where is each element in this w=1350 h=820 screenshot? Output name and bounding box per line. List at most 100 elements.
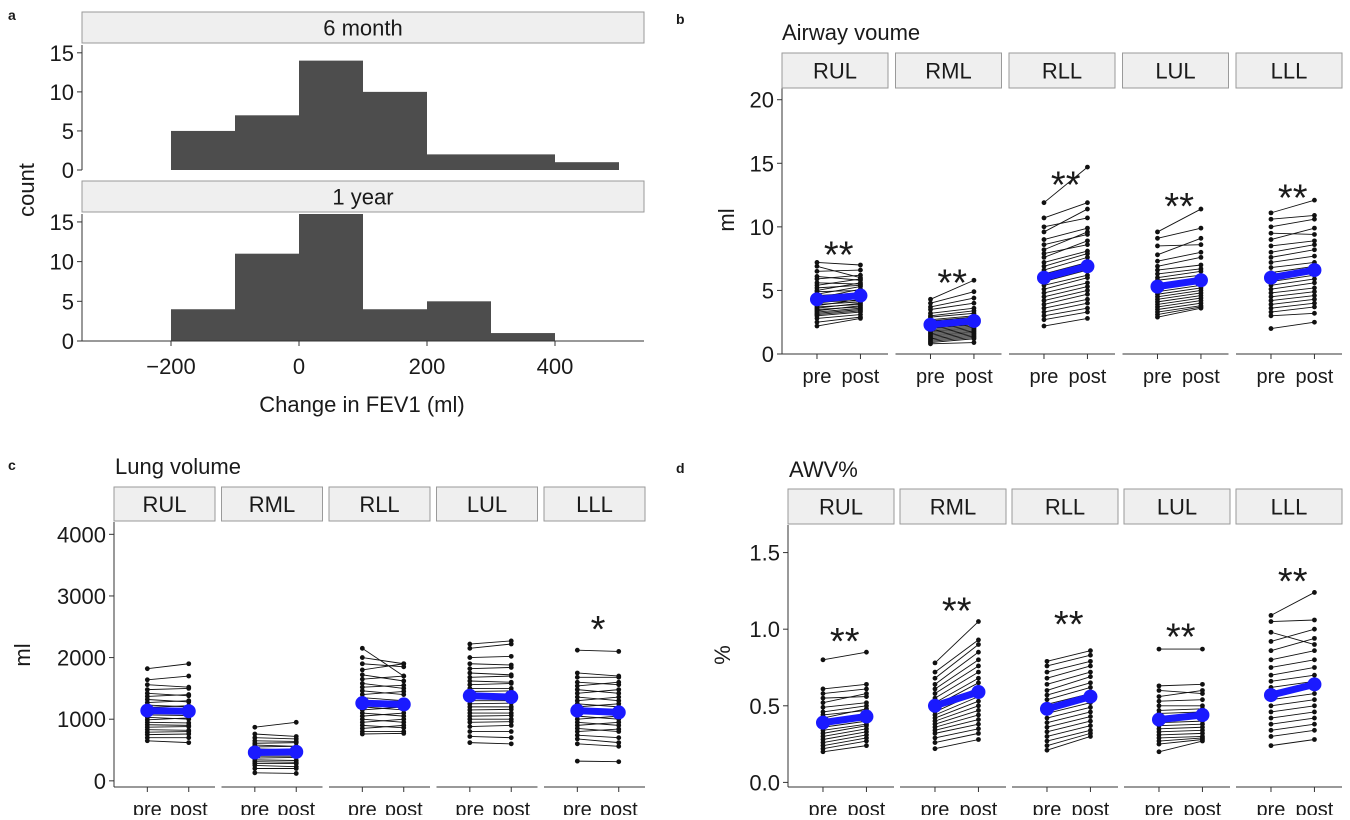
panel-c-facet-RLL-x-tick-label: pre xyxy=(348,799,377,815)
pre-point xyxy=(1268,721,1274,727)
pre-point xyxy=(1041,242,1047,248)
post-point xyxy=(1312,225,1317,231)
paired-line xyxy=(1157,292,1202,300)
panel-c-facet-RML-x-tick-label: post xyxy=(277,799,315,815)
panel-d-facet-RLL-paired-lines xyxy=(1044,648,1093,753)
panel-d-facet-RUL-mean-post xyxy=(859,709,874,724)
pre-point xyxy=(820,686,826,692)
post-point xyxy=(616,701,622,707)
paired-line xyxy=(577,743,619,747)
panel-d-facet-RLL-significance-label: ** xyxy=(1054,604,1084,646)
paired-line xyxy=(930,297,975,308)
post-point xyxy=(976,637,981,643)
panel-c-facet-LLL-mean-pre xyxy=(570,703,585,718)
post-point xyxy=(1312,715,1317,721)
pre-point xyxy=(467,740,473,746)
panel-c-facet-RUL-mean-pre xyxy=(140,703,155,718)
post-point xyxy=(1085,215,1090,221)
paired-line xyxy=(1043,302,1088,313)
post-point xyxy=(401,710,407,716)
panel-b-facet-RML-significance-label: ** xyxy=(937,263,967,305)
panel-c-title: Lung volume xyxy=(115,454,241,479)
paired-line xyxy=(816,269,861,272)
paired-line xyxy=(1270,295,1315,302)
paired-line xyxy=(469,643,512,649)
panel-b-facet-RUL-mean-line xyxy=(813,292,864,303)
panel-d-facet-RLL-mean-post xyxy=(1083,689,1098,704)
paired-line xyxy=(822,720,867,728)
paired-line xyxy=(934,621,979,664)
paired-line xyxy=(362,724,404,729)
paired-line xyxy=(1157,300,1202,308)
pre-point xyxy=(574,683,580,689)
paired-line xyxy=(1158,735,1203,739)
paired-line xyxy=(1158,683,1203,687)
post-point xyxy=(864,649,869,655)
histogram-bar xyxy=(555,162,619,170)
pre-point xyxy=(1268,302,1274,307)
pre-point xyxy=(1155,252,1160,258)
pre-point xyxy=(1156,741,1162,747)
post-point xyxy=(864,691,869,696)
paired-line xyxy=(147,699,189,703)
panel-d-facet-LUL-mean-line xyxy=(1155,711,1206,724)
panel-c-facet-LUL-mean-pre xyxy=(462,688,477,703)
paired-line xyxy=(1270,739,1315,747)
panel-letter-c: c xyxy=(8,457,16,473)
paired-line xyxy=(147,714,189,716)
pre-point xyxy=(1041,251,1047,256)
post-point xyxy=(401,678,407,684)
paired-line xyxy=(1046,725,1091,737)
paired-line xyxy=(1270,240,1315,247)
pre-point xyxy=(144,666,150,672)
paired-line xyxy=(362,718,404,723)
post-point xyxy=(186,731,192,737)
paired-line xyxy=(1043,208,1088,233)
panel-c-facet-LLL-x-tick-label: pre xyxy=(563,799,592,815)
paired-line xyxy=(1270,214,1315,220)
post-point xyxy=(976,669,981,675)
post-point xyxy=(1312,665,1317,670)
paired-line xyxy=(469,742,512,745)
post-point xyxy=(1312,289,1317,295)
histogram-bar xyxy=(299,214,363,341)
paired-line xyxy=(1046,732,1091,747)
panel-d-facet-LUL-x-tick-label: pre xyxy=(1145,799,1174,815)
paired-line xyxy=(816,316,861,323)
panel-c-facet-LLL-strip xyxy=(543,486,646,522)
paired-line xyxy=(147,731,189,733)
paired-line xyxy=(469,672,512,676)
post-point xyxy=(1085,254,1090,260)
panel-b-y-axis-title: ml xyxy=(714,208,739,231)
pre-point xyxy=(820,700,826,706)
paired-line xyxy=(577,681,619,687)
panel-b-facet-LUL-mean-post xyxy=(1193,273,1208,288)
paired-line xyxy=(254,759,297,761)
post-point xyxy=(508,706,514,712)
pre-point xyxy=(574,690,580,696)
post-point xyxy=(1312,657,1317,663)
paired-line xyxy=(1046,682,1091,696)
paired-line xyxy=(934,728,979,739)
post-point xyxy=(508,641,514,647)
pre-point xyxy=(144,677,150,683)
panel-c-facet-RLL-x-tick-label: post xyxy=(385,799,423,815)
paired-line xyxy=(1157,295,1202,303)
paired-line xyxy=(1043,253,1088,267)
y-tick-label: 0 xyxy=(62,329,74,354)
post-point xyxy=(1312,319,1317,325)
panel-c-y-tick-label: 3000 xyxy=(57,584,106,609)
paired-line xyxy=(1270,717,1315,725)
pre-point xyxy=(1156,698,1162,704)
post-point xyxy=(293,771,299,776)
pre-point xyxy=(1041,254,1047,260)
post-point xyxy=(616,690,622,696)
pre-point xyxy=(467,655,473,660)
post-point xyxy=(971,289,977,295)
paired-line xyxy=(934,665,979,694)
post-point xyxy=(1312,276,1317,282)
pre-point xyxy=(820,749,826,755)
pre-point xyxy=(1041,237,1047,242)
pre-point xyxy=(467,661,473,667)
paired-line xyxy=(577,721,619,726)
